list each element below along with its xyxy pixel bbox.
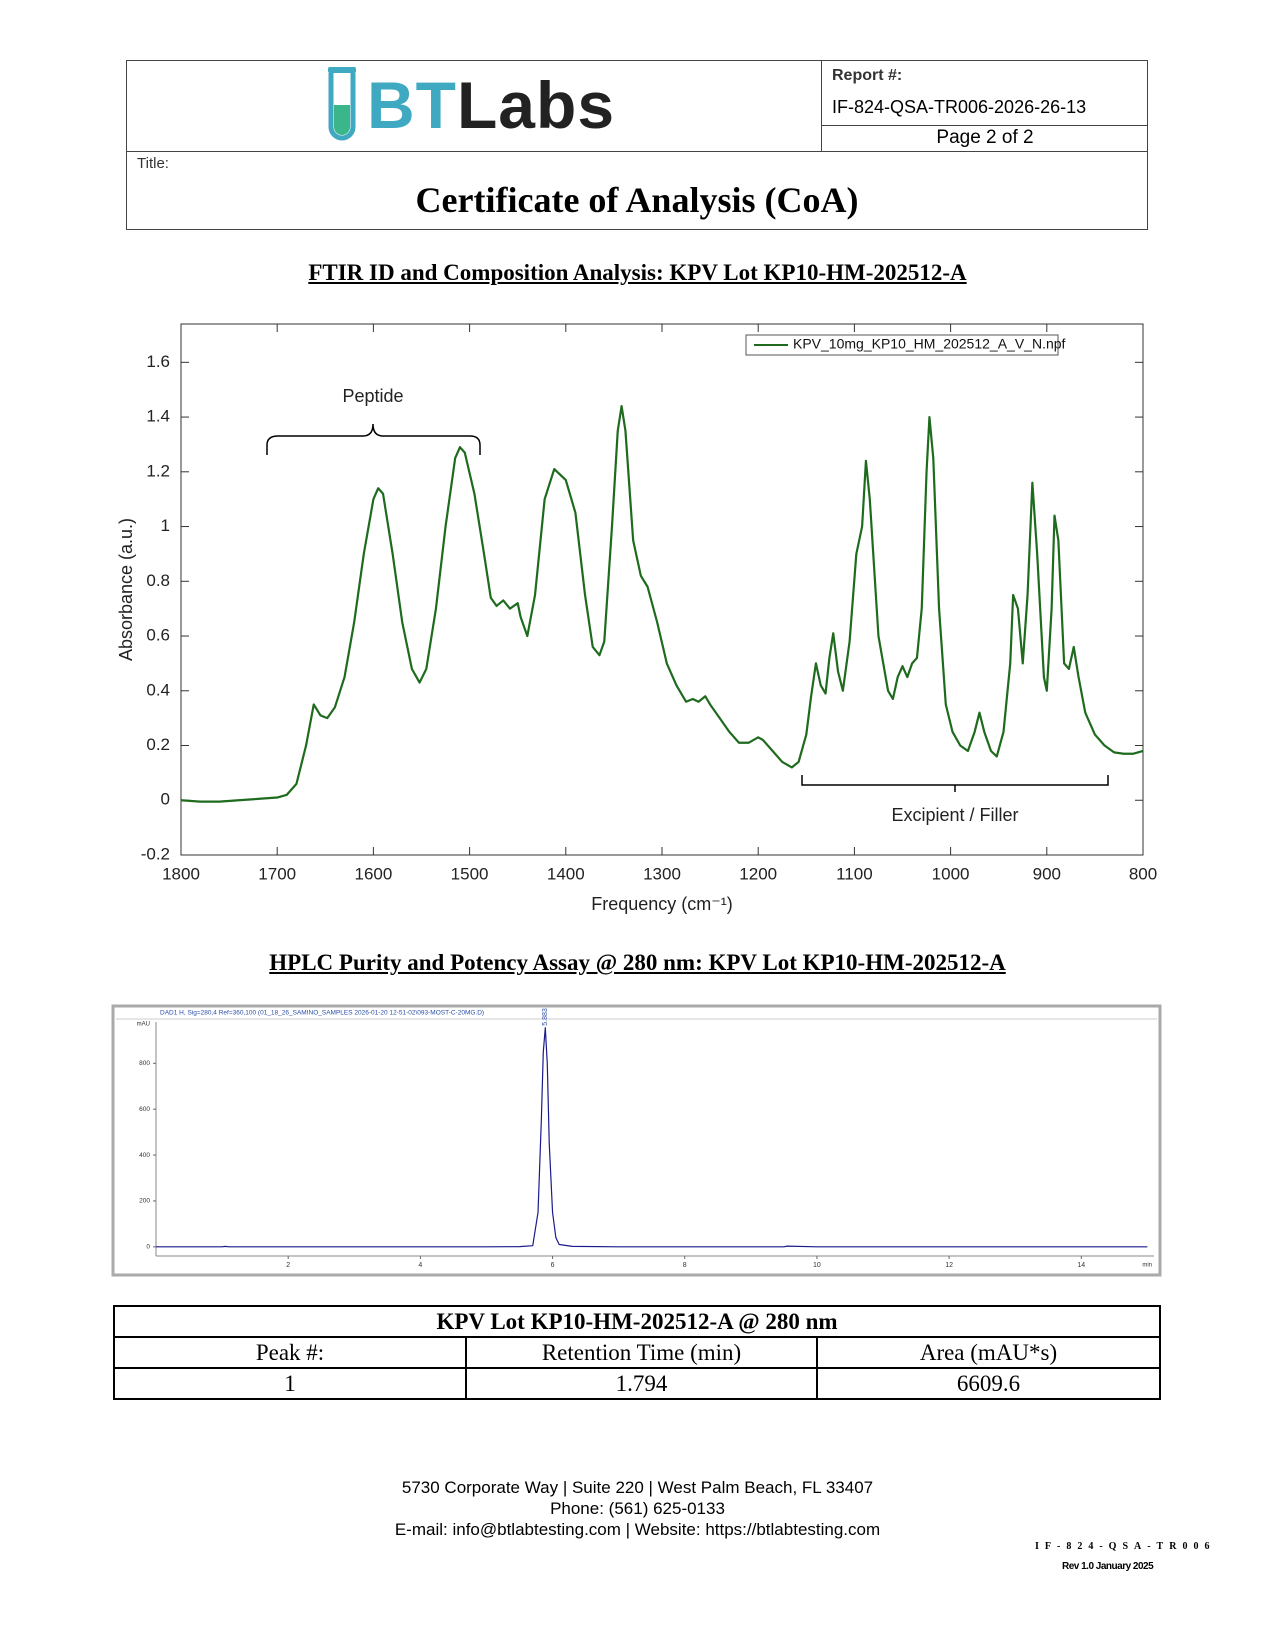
y-axis-label: Absorbance (a.u.) (116, 518, 136, 661)
y-tick-label: 1 (161, 516, 170, 535)
table-header: Peak #: (113, 1336, 467, 1369)
footer-line: Phone: (561) 625-0133 (550, 1499, 725, 1518)
y-tick-label: 0.4 (146, 680, 170, 699)
x-tick-label: 1200 (739, 864, 777, 883)
table-header-row: Peak #: Retention Time (min) Area (mAU*s… (113, 1336, 1161, 1369)
x-tick-label: 1300 (643, 864, 681, 883)
y-tick-label: 0.6 (146, 626, 170, 645)
y-tick-label: 1.6 (146, 352, 170, 371)
report-box: Report #: IF-824-QSA-TR006-2026-26-13 Pa… (821, 61, 1148, 151)
peak-label: 5.883 (542, 1008, 549, 1026)
y-tick-label: -0.2 (141, 844, 170, 863)
header-top: BTLabs Report #: IF-824-QSA-TR006-2026-2… (127, 61, 1148, 152)
y-tick-label: 0.8 (146, 571, 170, 590)
table-title-row: KPV Lot KP10-HM-202512-A @ 280 nm (113, 1305, 1161, 1338)
x-tick-label: 1000 (932, 864, 970, 883)
x-tick-label: 6 (551, 1262, 555, 1269)
report-number: IF-824-QSA-TR006-2026-26-13 (832, 97, 1087, 117)
table-cell: 1.794 (465, 1367, 818, 1400)
y-tick-label: 1.2 (146, 461, 170, 480)
x-tick-label: 12 (945, 1262, 953, 1269)
legend-box (745, 334, 1059, 356)
x-tick-label: 1100 (836, 864, 873, 883)
y-tick-label: 800 (139, 1060, 150, 1067)
data-line (180, 405, 1144, 803)
table-header: Area (mAU*s) (816, 1336, 1161, 1369)
logo-icon (328, 67, 356, 141)
logo: BTLabs (367, 67, 615, 143)
y-tick-label: 0 (146, 1244, 150, 1251)
x-tick-label: 10 (813, 1262, 821, 1269)
logo-rest: Labs (456, 68, 616, 142)
hplc-frame (111, 1004, 1162, 1277)
x-tick-label: 1700 (258, 864, 296, 883)
footer-line: 5730 Corporate Way | Suite 220 | West Pa… (401, 1478, 874, 1497)
y-tick-label: 1.4 (146, 407, 170, 426)
legend-label: KPV_10mg_KP10_HM_202512_A_V_N.npf (793, 336, 1066, 352)
annotation: Excipient / Filler (891, 805, 1018, 825)
x-tick-label: 1500 (451, 864, 489, 883)
x-tick-label: 1400 (547, 864, 585, 883)
x-axis-label: Frequency (cm⁻¹) (591, 894, 733, 914)
table-header: Retention Time (min) (465, 1336, 818, 1369)
report-label: Report #: (832, 67, 903, 84)
peptide-brace (266, 423, 481, 455)
y-tick-label: 0 (161, 790, 170, 809)
plot-frame (180, 323, 1144, 856)
revision: Rev 1.0 January 2025 (1062, 1561, 1154, 1572)
header-box: BTLabs Report #: IF-824-QSA-TR006-2026-2… (126, 60, 1148, 230)
y-tick-label: 400 (139, 1152, 150, 1159)
x-tick-label: 8 (683, 1262, 687, 1269)
excipient-brace (801, 775, 1109, 792)
y-tick-label: 600 (139, 1106, 150, 1113)
table-row: 1 1.794 6609.6 (113, 1367, 1161, 1400)
table-title: KPV Lot KP10-HM-202512-A @ 280 nm (113, 1305, 1161, 1338)
section-heading: HPLC Purity and Potency Assay @ 280 nm: … (269, 950, 1006, 975)
section-heading: FTIR ID and Composition Analysis: KPV Lo… (308, 260, 967, 285)
x-tick-label: 1600 (354, 864, 392, 883)
table-cell: 1 (113, 1367, 467, 1400)
logo-accent: BT (367, 68, 457, 142)
title-label: Title: (137, 155, 169, 172)
y-tick-label: 0.2 (146, 735, 170, 754)
y-axis-label: mAU (137, 1022, 150, 1028)
x-tick-label: 14 (1077, 1262, 1085, 1269)
footer-line: E-mail: info@btlabtesting.com | Website:… (394, 1520, 881, 1539)
data-line (156, 1027, 1148, 1248)
page-number: Page 2 of 2 (822, 125, 1148, 152)
x-tick-label: 900 (1033, 864, 1061, 883)
x-tick-label: 800 (1129, 864, 1157, 883)
x-tick-label: 2 (286, 1262, 290, 1269)
x-tick-label: 4 (418, 1262, 422, 1269)
chart-subtitle: DAD1 H, Sig=280,4 Ref=360,100 (01_18_26_… (160, 1010, 484, 1017)
y-tick-label: 200 (139, 1198, 150, 1205)
table-cell: 6609.6 (816, 1367, 1161, 1400)
x-axis-label: min (1142, 1263, 1152, 1269)
doc-code: IF-824-QSA-TR006 (1035, 1541, 1216, 1552)
results-table: KPV Lot KP10-HM-202512-A @ 280 nm Peak #… (113, 1305, 1161, 1400)
annotation: Peptide (342, 386, 403, 406)
doc-title: Certificate of Analysis (CoA) (415, 180, 859, 220)
x-tick-label: 1800 (162, 864, 200, 883)
